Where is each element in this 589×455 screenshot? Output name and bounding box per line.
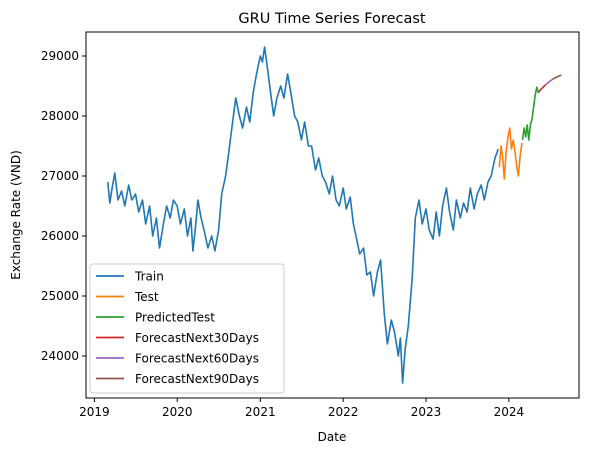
legend-label: PredictedTest (135, 311, 215, 325)
y-tick-label: 28000 (41, 109, 79, 123)
y-tick-label: 27000 (41, 169, 79, 183)
x-axis: 2019 2020 2021 2022 2023 2024 (79, 398, 524, 419)
series-line-forecastnext30days (539, 85, 546, 92)
x-tick-label: 2019 (79, 405, 110, 419)
series-line-test (499, 128, 522, 179)
legend-label: Train (134, 270, 164, 284)
y-tick-label: 24000 (41, 349, 79, 363)
x-axis-title: Date (318, 430, 347, 444)
legend-label: ForecastNext30Days (135, 331, 259, 345)
x-tick-label: 2024 (494, 405, 525, 419)
y-tick-label: 25000 (41, 289, 79, 303)
x-tick-label: 2021 (245, 405, 276, 419)
x-tick-label: 2022 (328, 405, 359, 419)
legend-label: ForecastNext90Days (135, 372, 259, 386)
x-tick-label: 2020 (162, 405, 193, 419)
y-axis-title: Exchange Rate (VND) (9, 150, 23, 280)
legend-label: Test (134, 290, 159, 304)
y-tick-label: 26000 (41, 229, 79, 243)
x-tick-label: 2023 (411, 405, 442, 419)
series-line-forecastnext90days (552, 75, 561, 79)
legend-label: ForecastNext60Days (135, 352, 259, 366)
y-axis: 24000 25000 26000 27000 28000 29000 (41, 49, 86, 363)
series-line-predictedtest (523, 87, 539, 140)
chart-title: GRU Time Series Forecast (238, 11, 425, 27)
series-line-forecastnext60days (546, 79, 553, 84)
legend: Train Test PredictedTest ForecastNext30Days… (90, 264, 284, 393)
y-tick-label: 29000 (41, 49, 79, 63)
